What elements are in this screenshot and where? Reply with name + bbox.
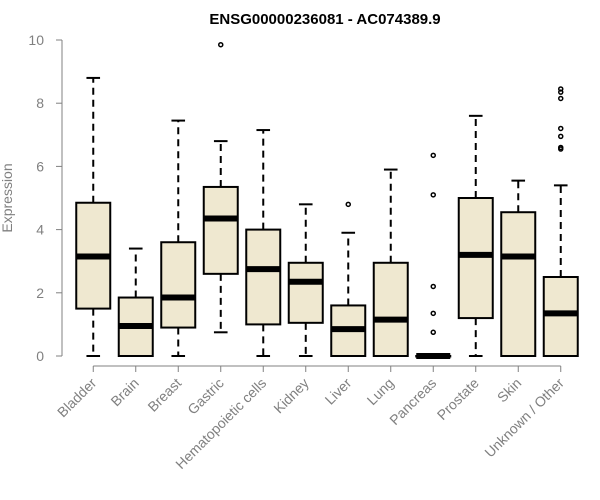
y-tick-label: 6 — [36, 158, 44, 174]
box-iqr — [245, 228, 282, 326]
outlier-point — [430, 329, 436, 336]
box-plots — [75, 41, 579, 359]
chart-title: ENSG00000236081 - AC074389.9 — [209, 11, 440, 28]
box-kidney — [287, 203, 324, 357]
outlier-point — [558, 133, 564, 140]
y-tick-label: 10 — [28, 32, 44, 48]
y-tick-label: 4 — [36, 222, 44, 238]
box-unknown-other — [542, 86, 579, 357]
x-tick-label: Breast — [144, 375, 184, 415]
x-tick-label: Kidney — [270, 375, 312, 417]
x-tick-label: Pancreas — [386, 375, 439, 428]
box-gastric — [202, 41, 239, 334]
outlier-point — [430, 283, 436, 290]
outlier-point — [558, 89, 564, 95]
outlier-point — [558, 144, 564, 151]
outlier-point — [558, 86, 564, 92]
box-iqr — [457, 197, 494, 320]
x-tick-label: Brain — [107, 375, 141, 409]
y-tick-label: 8 — [36, 95, 44, 111]
box-iqr — [160, 241, 197, 329]
y-tick-label: 0 — [36, 348, 44, 364]
box-iqr — [287, 261, 324, 324]
box-lung — [372, 168, 409, 357]
outlier-point — [218, 41, 224, 48]
outlier-point — [430, 152, 436, 159]
x-tick-label: Prostate — [434, 375, 482, 423]
box-prostate — [457, 114, 494, 357]
x-tick-label: Skin — [494, 375, 525, 406]
outlier-point — [345, 201, 351, 208]
outlier-point — [558, 125, 564, 132]
box-brain — [117, 247, 154, 358]
box-pancreas — [415, 152, 452, 359]
box-iqr — [202, 185, 239, 275]
outlier-point — [430, 192, 436, 198]
box-iqr — [372, 261, 409, 357]
x-tick-label: Bladder — [54, 375, 100, 421]
y-tick-label: 2 — [36, 285, 44, 301]
box-bladder — [75, 76, 112, 357]
x-tick-label: Unknown / Other — [481, 375, 567, 461]
box-skin — [500, 179, 537, 357]
box-hematopoietic-cells — [245, 129, 282, 357]
outlier-point — [430, 310, 436, 317]
outlier-point — [558, 95, 564, 102]
box-iqr — [500, 211, 537, 357]
x-tick-label: Lung — [364, 375, 397, 408]
box-liver — [330, 201, 367, 358]
box-breast — [160, 119, 197, 357]
y-axis-label: Expression — [0, 163, 15, 232]
box-iqr — [542, 276, 579, 357]
x-tick-label: Liver — [322, 375, 355, 408]
y-axis: 0 2 4 6 8 10 — [28, 32, 63, 364]
